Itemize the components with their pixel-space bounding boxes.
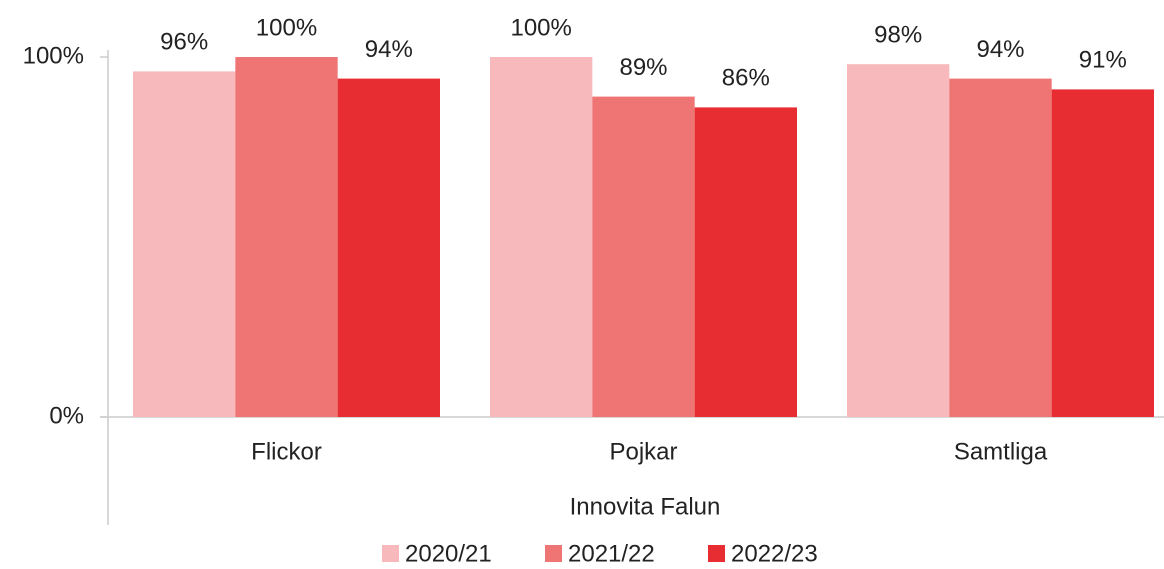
x-axis-label: Innovita Falun (570, 493, 721, 520)
value-label: 100% (256, 14, 317, 41)
value-label: 96% (160, 29, 208, 56)
y-tick-label: 100% (23, 42, 84, 69)
legend-swatch (545, 545, 562, 562)
bar (235, 57, 338, 417)
value-label: 86% (722, 65, 770, 92)
y-tick-label: 0% (49, 402, 84, 429)
value-label: 94% (365, 36, 413, 63)
x-tick-label: Flickor (251, 438, 322, 465)
bar (847, 64, 950, 417)
bar (949, 78, 1052, 417)
bar (1051, 89, 1154, 418)
bar (133, 71, 236, 418)
value-label: 91% (1079, 47, 1127, 74)
legend-label: 2022/23 (731, 540, 818, 567)
legend-label: 2020/21 (405, 540, 492, 567)
value-label: 89% (619, 54, 667, 81)
value-label: 94% (976, 36, 1024, 63)
bar (490, 57, 593, 417)
bar (694, 107, 797, 418)
value-label: 100% (510, 14, 571, 41)
legend-swatch (708, 545, 725, 562)
bar (592, 96, 695, 417)
x-tick-label: Samtliga (954, 438, 1048, 465)
value-label: 98% (874, 22, 922, 49)
legend-swatch (382, 545, 399, 562)
x-tick-label: Pojkar (609, 438, 677, 465)
legend-label: 2021/22 (568, 540, 655, 567)
bar (337, 78, 440, 417)
